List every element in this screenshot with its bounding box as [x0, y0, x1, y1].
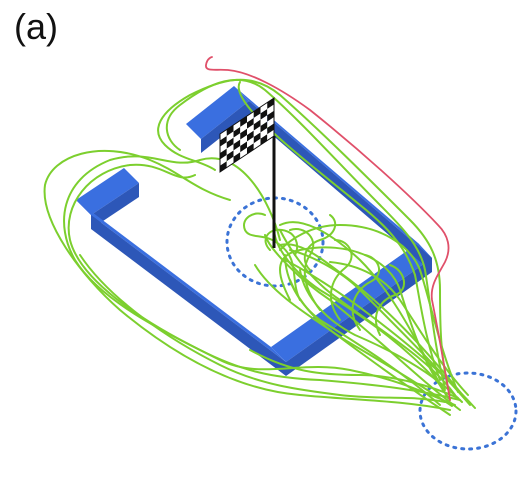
flag-square — [260, 115, 268, 126]
flag-square — [226, 156, 234, 168]
trajectory-path — [279, 243, 466, 399]
flag-square — [240, 141, 247, 153]
flag-square — [247, 143, 254, 154]
flag-square — [233, 152, 241, 163]
wall-top-left — [186, 86, 249, 139]
flag-square — [220, 148, 227, 160]
wall-bottom-left-side — [91, 215, 286, 376]
trajectory-path — [351, 254, 380, 331]
flag-square — [226, 131, 234, 143]
flag-square — [267, 129, 274, 141]
flag-square — [233, 139, 241, 151]
wall-left — [76, 168, 139, 215]
trajectory-path — [289, 228, 321, 311]
flag-square — [226, 144, 234, 155]
flag-square — [247, 136, 254, 148]
flag-square — [240, 116, 247, 127]
flag-square — [233, 126, 241, 138]
trajectory-path — [329, 261, 469, 396]
flag-square — [267, 117, 274, 128]
flag-square — [226, 150, 234, 162]
flag-square — [253, 113, 261, 125]
flag-square — [247, 130, 254, 142]
flag-square — [260, 108, 268, 120]
flag-square — [247, 117, 254, 129]
flag-square — [253, 126, 261, 137]
flag-square — [220, 135, 227, 147]
flag-square — [253, 132, 261, 144]
trajectory-path — [79, 254, 446, 403]
green-trajectories — [43, 78, 476, 416]
flag-square — [253, 138, 261, 150]
trajectory-path — [243, 212, 301, 301]
trajectory-path — [279, 221, 449, 399]
flag-square — [233, 133, 241, 144]
flag-outline — [219, 97, 275, 173]
flag-square — [260, 134, 268, 145]
trajectory-path — [264, 228, 299, 256]
trajectory-path — [273, 224, 446, 391]
flag-square — [247, 124, 254, 135]
wall-top-left-side — [201, 101, 249, 153]
wall-bottom-right-side — [286, 258, 432, 376]
flag-square — [267, 104, 274, 116]
flag-square — [240, 122, 247, 134]
flag-square — [220, 161, 227, 172]
trajectory-path — [375, 264, 405, 336]
wall-right — [234, 86, 432, 258]
wall-right-side — [249, 101, 432, 272]
flag-square — [260, 121, 268, 133]
flag-square — [260, 127, 268, 139]
trajectory-path — [249, 349, 459, 399]
flag-square — [240, 128, 247, 140]
maze-walls — [76, 86, 432, 376]
flag-square — [220, 154, 227, 166]
trajectory-path — [303, 214, 337, 271]
flag-square — [267, 123, 274, 135]
flag-cloth — [219, 97, 275, 173]
flag-square — [247, 111, 254, 123]
flag-square — [240, 135, 247, 146]
trajectory-path — [329, 239, 353, 321]
flag-square — [267, 98, 274, 109]
flag-square — [253, 119, 261, 131]
red-trajectory — [205, 56, 451, 401]
trajectory-path — [165, 78, 446, 389]
checkered-flag-icon — [219, 97, 276, 248]
trajectory-path — [264, 234, 461, 411]
trajectory-path — [157, 78, 451, 396]
flag-square — [233, 120, 241, 132]
flag-square — [267, 110, 274, 122]
flag-square — [253, 107, 261, 118]
flag-square — [240, 147, 247, 159]
flag-square — [226, 125, 234, 136]
start-region-circle — [418, 371, 518, 451]
flag-square — [233, 145, 241, 157]
flag-square — [260, 102, 268, 114]
flag-square — [220, 129, 227, 141]
panel-label: (a) — [14, 6, 58, 47]
flag-square — [220, 142, 227, 153]
flag-square — [226, 137, 234, 149]
wall-left-side — [91, 183, 139, 229]
wall-bottom-left — [76, 200, 286, 362]
trajectory-path — [67, 163, 461, 401]
trajectory-path — [43, 149, 451, 411]
